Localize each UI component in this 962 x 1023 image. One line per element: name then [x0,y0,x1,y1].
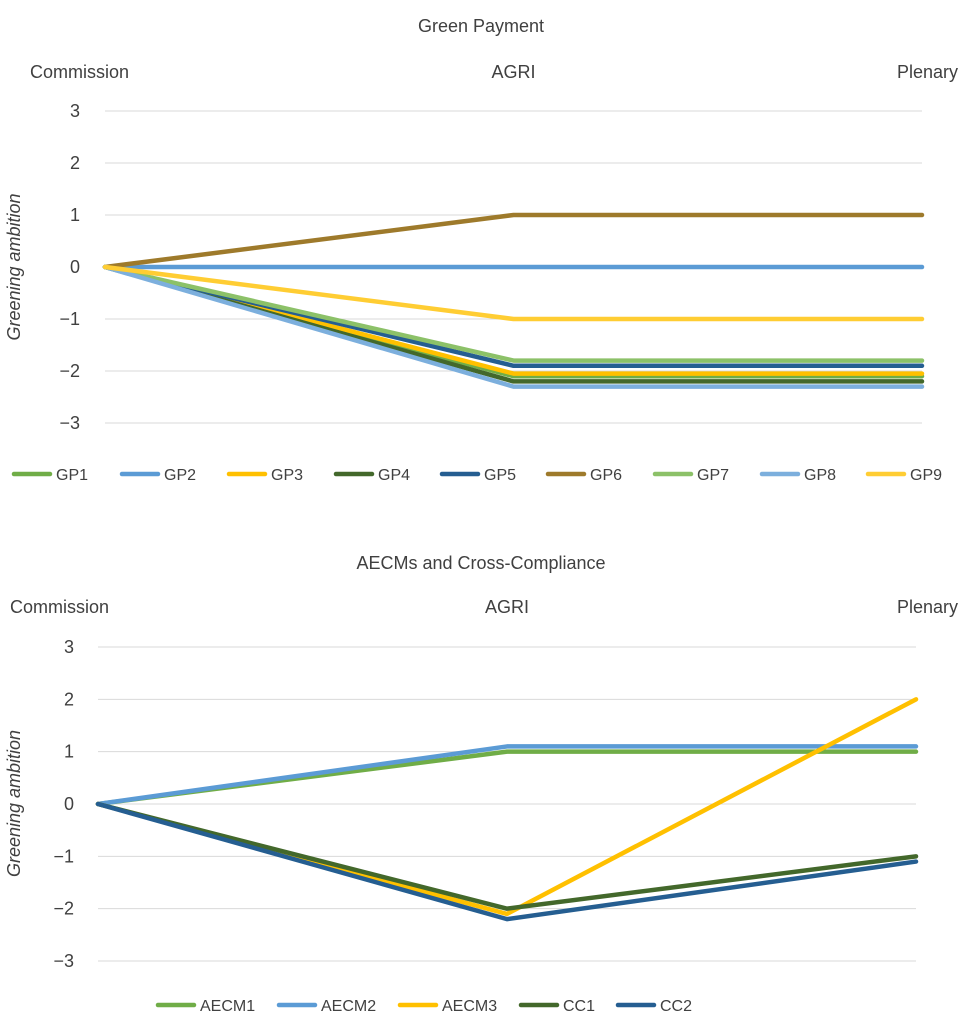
legend-label: CC1 [563,998,595,1015]
legend-label: GP9 [910,467,942,484]
series-line-aecm3 [95,697,919,917]
chart-title: AECMs and Cross-Compliance [356,553,605,573]
series-line-gp9 [102,264,925,322]
category-label: Commission [10,597,109,617]
legend-item-gp8: GP8 [759,467,836,484]
y-tick-label: 3 [70,101,80,121]
y-tick-label: −2 [59,361,80,381]
y-tick-label: 0 [70,257,80,277]
legend-item-gp1: GP1 [11,467,88,484]
y-axis-label: Greening ambition [4,193,24,340]
legend-item-gp2: GP2 [119,467,196,484]
series-line-gp8 [102,264,925,389]
legend-label: GP4 [378,467,410,484]
y-tick-label: 2 [64,689,74,709]
y-tick-label: 1 [70,205,80,225]
legend-label: AECM2 [321,998,376,1015]
legend-item-cc1: CC1 [518,998,595,1015]
series-line-aecm2 [95,744,919,807]
legend-label: GP8 [804,467,836,484]
legend-item-gp5: GP5 [439,467,516,484]
y-tick-label: −2 [53,899,74,919]
legend-label: AECM1 [200,998,255,1015]
y-tick-label: −3 [53,951,74,971]
y-tick-label: −1 [59,309,80,329]
legend-label: GP5 [484,467,516,484]
series-line-gp7 [102,264,925,363]
y-tick-label: 2 [70,153,80,173]
y-tick-label: 1 [64,742,74,762]
y-axis-label: Greening ambition [4,730,24,877]
series-line-gp6 [102,212,925,270]
legend-label: GP3 [271,467,303,484]
category-label: Plenary [897,597,958,617]
legend-item-gp4: GP4 [333,467,410,484]
legend-item-aecm2: AECM2 [276,998,376,1015]
legend-item-gp9: GP9 [865,467,942,484]
legend-item-aecm3: AECM3 [397,998,497,1015]
category-label: Plenary [897,62,958,82]
legend-label: GP6 [590,467,622,484]
series-line-gp3 [102,264,925,376]
y-tick-label: 0 [64,794,74,814]
category-label: AGRI [491,62,535,82]
legend-item-gp6: GP6 [545,467,622,484]
y-tick-label: −1 [53,846,74,866]
legend-label: GP1 [56,467,88,484]
chart-title: Green Payment [418,16,544,36]
series-line-cc2 [95,801,919,922]
category-label: AGRI [485,597,529,617]
legend-label: GP2 [164,467,196,484]
category-label: Commission [30,62,129,82]
y-tick-label: 3 [64,637,74,657]
green-payment-chart: Green Payment Commission AGRI Plenary 3 2 1 0 −1… [4,16,958,484]
legend-label: GP7 [697,467,729,484]
legend-item-gp3: GP3 [226,467,303,484]
legend-item-cc2: CC2 [615,998,692,1015]
legend-item-aecm1: AECM1 [155,998,255,1015]
aecm-cross-compliance-chart: AECMs and Cross-Compliance Commission AGRI… [4,553,958,1015]
y-tick-label: −3 [59,413,80,433]
series-line-cc1 [95,801,919,911]
legend-label: AECM3 [442,998,497,1015]
legend-item-gp7: GP7 [652,467,729,484]
series-line-aecm1 [95,749,919,807]
legend-label: CC2 [660,998,692,1015]
